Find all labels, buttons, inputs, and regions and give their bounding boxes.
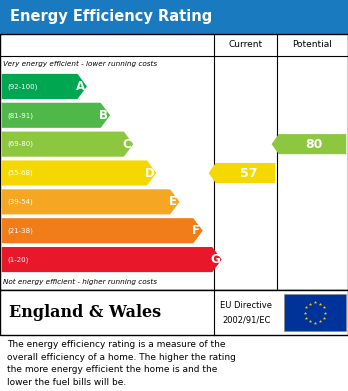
Text: (81-91): (81-91) [7,112,33,118]
Bar [0,0,348,34]
Text: (21-38): (21-38) [7,228,33,234]
Polygon shape [2,247,222,272]
Text: (55-68): (55-68) [7,170,33,176]
Text: England & Wales: England & Wales [9,304,161,321]
Text: (39-54): (39-54) [7,199,33,205]
Polygon shape [208,163,275,183]
Text: 57: 57 [239,167,257,179]
Text: C: C [122,138,131,151]
Text: Potential: Potential [293,41,332,50]
Polygon shape [2,132,133,157]
Text: A: A [76,80,85,93]
Bar [284,294,346,332]
Text: Current: Current [228,41,262,50]
Text: E: E [169,196,177,208]
Text: (1-20): (1-20) [7,256,28,263]
Text: F: F [192,224,200,237]
Text: Energy Efficiency Rating: Energy Efficiency Rating [10,9,213,25]
Text: the more energy efficient the home is and the: the more energy efficient the home is an… [7,365,218,374]
Text: (92-100): (92-100) [7,83,37,90]
Bar [0,290,348,335]
Text: lower the fuel bills will be.: lower the fuel bills will be. [7,378,126,387]
Polygon shape [2,74,87,99]
Polygon shape [2,160,156,186]
Text: 80: 80 [306,138,323,151]
Text: D: D [145,167,155,179]
Polygon shape [2,103,110,128]
Text: overall efficiency of a home. The higher the rating: overall efficiency of a home. The higher… [7,353,236,362]
Text: The energy efficiency rating is a measure of the: The energy efficiency rating is a measur… [7,341,226,350]
Polygon shape [2,218,203,243]
Polygon shape [271,134,346,154]
Bar [0,34,348,290]
Text: Not energy efficient - higher running costs: Not energy efficient - higher running co… [3,279,158,285]
Text: 2002/91/EC: 2002/91/EC [222,316,270,325]
Text: G: G [210,253,220,266]
Text: (69-80): (69-80) [7,141,33,147]
Text: EU Directive: EU Directive [220,301,272,310]
Text: Very energy efficient - lower running costs: Very energy efficient - lower running co… [3,61,158,67]
Text: B: B [99,109,108,122]
Polygon shape [2,189,180,214]
